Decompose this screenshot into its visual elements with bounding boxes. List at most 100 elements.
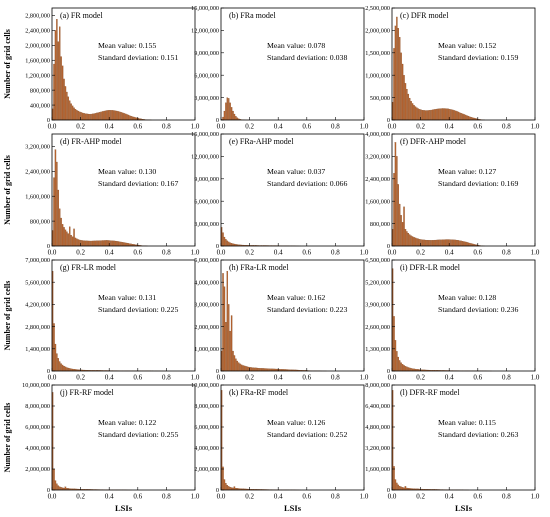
x-tick-label: 0.0 [217,123,226,131]
histogram-bar [429,240,431,247]
x-tick-label: 1.0 [191,493,200,501]
histogram-bar [407,233,410,247]
histogram-bar [419,239,421,247]
histogram-bar [451,109,454,121]
x-tick-label: 1.0 [191,249,200,257]
histogram-bar [90,240,92,247]
histogram-bar [74,109,77,121]
x-tick-label: 0.6 [133,249,142,257]
histogram-bar [400,52,402,121]
x-axis: 0.0 0.2 0.4 0.6 0.8 1.0 [388,487,540,501]
histogram-bar [104,110,107,121]
histogram-bar [456,240,458,247]
y-axis: 0 1,300,000 2,600,000 3,900,000 5,200,000 6,5… [365,257,395,375]
histogram-bar [451,239,454,247]
x-tick-label: 0.2 [416,374,425,382]
histogram-bar [453,110,455,121]
histogram-bar [96,240,98,247]
histogram-bar [423,110,425,121]
histogram-bar [259,368,261,372]
y-tick-label: 12,000,000 [191,154,219,161]
x-tick-label: 0.4 [274,123,283,131]
histogram-bar [53,63,55,121]
panel-title: (c) DFR model [400,11,449,20]
histogram-bar [394,142,397,247]
x-tick-label: 0.2 [76,493,85,501]
histogram-bar [124,113,127,121]
x-axis: 0.0 0.2 0.4 0.6 0.8 1.0 [48,243,200,257]
histogram-bar [67,367,70,372]
histogram-bar [404,366,407,372]
panel-title: (k) FRa-RF model [229,388,289,397]
mean-value-label: Mean value: 0.078 [267,41,325,50]
histogram-bars [51,271,167,372]
histogram-bar [77,110,80,121]
histogram-bar [66,231,68,247]
histogram-bar [61,224,64,247]
y-tick-label: 2,400,000 [25,169,50,176]
std-dev-label: Standard deviation: 0.263 [438,430,518,439]
histogram-bar [76,110,78,121]
histogram-bar [96,112,98,121]
y-tick-label: 1,200,000 [25,72,50,79]
x-tick-label: 0.2 [245,493,254,501]
histogram-bar [248,366,250,372]
histogram-bar [404,229,407,247]
histogram-bar [421,110,424,121]
x-axis: 0.0 0.2 0.4 0.6 0.8 1.0 [48,117,200,131]
histogram-bar [229,102,231,121]
histogram-bar [403,206,405,247]
histogram-bar [236,360,239,372]
histogram-bar [104,240,107,247]
histogram-bar [97,112,100,121]
histogram-bar [423,239,425,247]
histogram-bar [61,65,64,121]
histogram-bar [399,360,401,372]
x-tick-label: 0.0 [48,374,57,382]
panel-f: 0 800,000 1,600,000 2,400,000 3,200,000 4,000… [365,131,540,256]
y-tick-label: 4,000,000 [194,279,219,286]
plot-frame [391,133,536,247]
y-tick-label: 10,000,000 [191,382,219,389]
y-tick-label: 6,000,000 [194,424,219,431]
y-axis: 0 800,000 1,600,000 2,400,000 3,200,000 [25,144,55,250]
histogram-bar [410,235,412,247]
x-tick-label: 0.4 [274,374,283,382]
x-tick-label: 0.2 [245,249,254,257]
histogram-bar [466,115,468,121]
histogram-bar [121,242,124,247]
histogram-bar [225,322,227,372]
y-axis-title: Number of grid cells [3,155,12,225]
histogram-bar [443,239,445,247]
histogram-bar [404,486,407,491]
histogram-bar [250,367,253,372]
histogram-bar [401,222,404,247]
histogram-bar [222,232,224,247]
histogram-bar [56,19,58,121]
histogram-bar [235,116,237,121]
histogram-bar [89,113,91,121]
histogram-bar [123,113,125,121]
x-tick-label: 0.4 [274,493,283,501]
x-axis: 0.0 0.2 0.4 0.6 0.8 1.0 [388,117,540,131]
std-dev-label: Standard deviation: 0.236 [438,305,518,314]
x-axis-title: LSIs [284,503,302,513]
std-dev-label: Standard deviation: 0.225 [98,305,178,314]
histogram-bar [393,316,395,372]
mean-value-label: Mean value: 0.162 [267,293,325,302]
histogram-bar [222,116,224,121]
histogram-bar [409,367,411,372]
y-tick-label: 1,600,000 [365,466,390,473]
histogram-bar [397,184,400,247]
plot-frame [220,7,365,121]
y-tick-label: 2,800,000 [25,13,50,20]
histogram-bar [111,240,114,247]
histogram-bar [407,93,410,121]
histogram-bar [406,88,408,121]
std-dev-label: Standard deviation: 0.159 [438,53,518,62]
y-tick-label: 8,000,000 [25,403,50,410]
histogram-bar [460,113,462,121]
y-tick-label: 1,600,000 [25,57,50,64]
y-tick-label: 8,000,000 [194,403,219,410]
